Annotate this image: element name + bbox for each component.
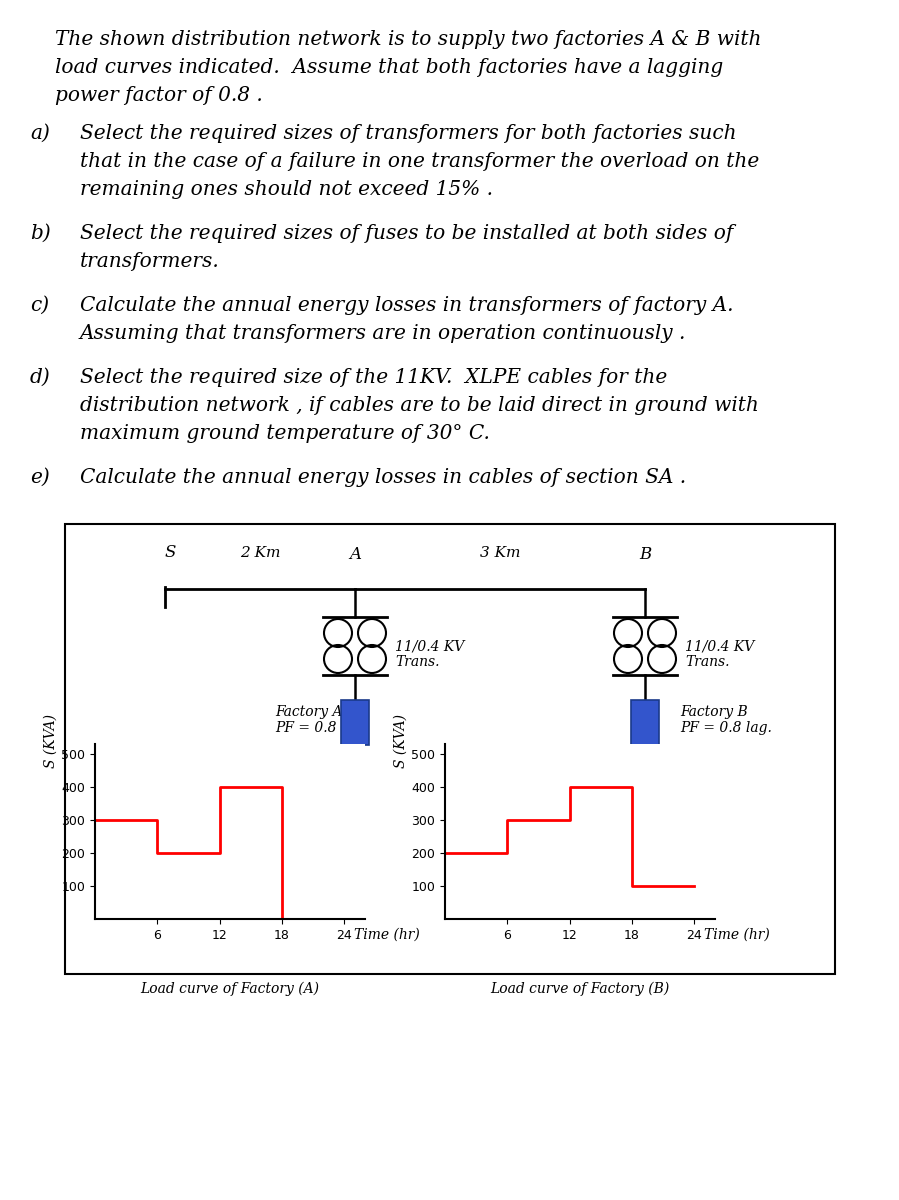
- Text: Assuming that transformers are in operation continuously .: Assuming that transformers are in operat…: [80, 324, 686, 343]
- Y-axis label: S (KVA): S (KVA): [393, 714, 407, 768]
- Title: Load curve of Factory (A): Load curve of Factory (A): [140, 982, 319, 996]
- Title: Load curve of Factory (B): Load curve of Factory (B): [490, 982, 670, 996]
- Text: d): d): [30, 368, 50, 386]
- Text: power factor of 0.8 .: power factor of 0.8 .: [55, 86, 263, 104]
- Text: maximum ground temperature of 30° C.: maximum ground temperature of 30° C.: [80, 424, 490, 443]
- Text: b): b): [30, 224, 50, 242]
- Text: a): a): [30, 124, 49, 143]
- Text: 2 Km: 2 Km: [240, 546, 280, 560]
- Text: c): c): [30, 296, 49, 314]
- Text: Select the required sizes of fuses to be installed at both sides of: Select the required sizes of fuses to be…: [80, 224, 734, 242]
- Text: B: B: [639, 546, 651, 563]
- Text: A: A: [349, 546, 361, 563]
- X-axis label: Time (hr): Time (hr): [704, 928, 770, 942]
- Text: S: S: [165, 544, 176, 560]
- Text: Factory A
PF = 0.8 lag.: Factory A PF = 0.8 lag.: [275, 704, 367, 736]
- Text: Factory B
PF = 0.8 lag.: Factory B PF = 0.8 lag.: [680, 704, 772, 736]
- Text: e): e): [30, 468, 49, 487]
- Text: load curves indicated.  Assume that both factories have a lagging: load curves indicated. Assume that both …: [55, 58, 724, 77]
- X-axis label: Time (hr): Time (hr): [353, 928, 420, 942]
- Text: Calculate the annual energy losses in transformers of factory A.: Calculate the annual energy losses in tr…: [80, 296, 734, 314]
- Text: transformers.: transformers.: [80, 252, 219, 271]
- Text: The shown distribution network is to supply two factories A & B with: The shown distribution network is to sup…: [55, 30, 761, 49]
- Text: Calculate the annual energy losses in cables of section SA .: Calculate the annual energy losses in ca…: [80, 468, 686, 487]
- Text: 11/0.4 KV
Trans.: 11/0.4 KV Trans.: [395, 638, 464, 670]
- Text: Select the required size of the 11KV.  XLPE cables for the: Select the required size of the 11KV. XL…: [80, 368, 667, 386]
- Text: Select the required sizes of transformers for both factories such: Select the required sizes of transformer…: [80, 124, 736, 143]
- Text: 11/0.4 KV
Trans.: 11/0.4 KV Trans.: [685, 638, 754, 670]
- Bar: [631, 700, 659, 745]
- Y-axis label: S (KVA): S (KVA): [43, 714, 58, 768]
- Text: that in the case of a failure in one transformer the overload on the: that in the case of a failure in one tra…: [80, 152, 760, 170]
- Text: remaining ones should not exceed 15% .: remaining ones should not exceed 15% .: [80, 180, 493, 199]
- Text: distribution network , if cables are to be laid direct in ground with: distribution network , if cables are to …: [80, 396, 759, 415]
- Text: 3 Km: 3 Km: [480, 546, 521, 560]
- Bar: [341, 700, 369, 745]
